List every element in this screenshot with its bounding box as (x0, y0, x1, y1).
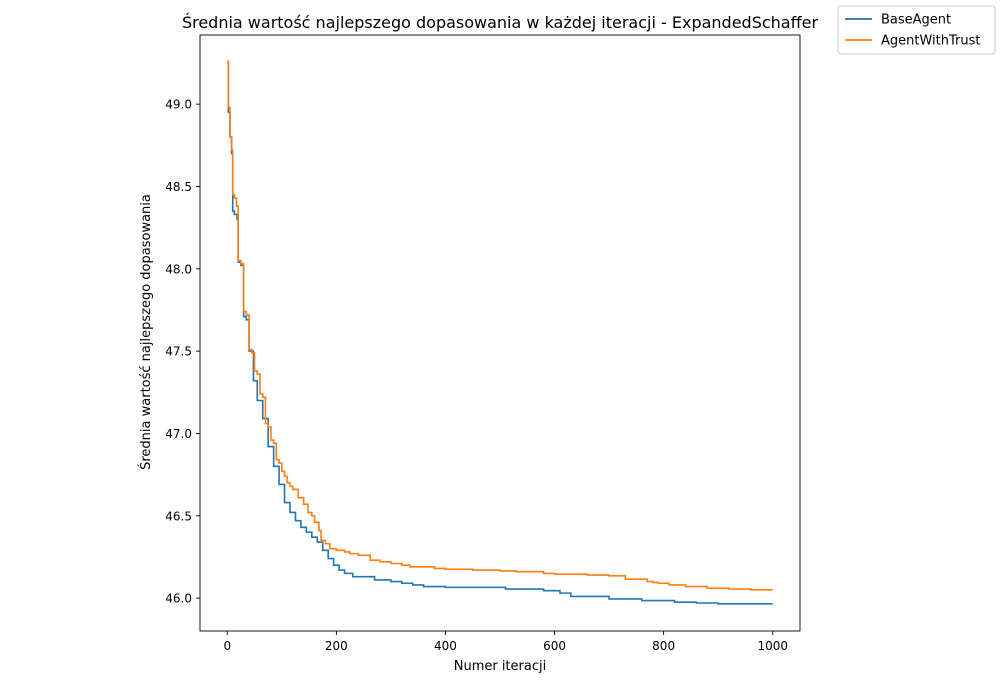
legend-label-baseagent: BaseAgent (881, 13, 951, 28)
y-tick-label: 46.5 (165, 509, 192, 523)
legend-box (837, 5, 996, 55)
chart-title: Średnia wartość najlepszego dopasowania … (182, 13, 819, 32)
series-line-baseagent (227, 62, 773, 605)
y-axis-label: Średnia wartość najlepszego dopasowania (138, 194, 154, 470)
x-tick-label: 200 (325, 639, 348, 653)
y-tick-label: 49.0 (165, 98, 192, 112)
x-tick-label: 400 (434, 639, 457, 653)
x-tick-label: 600 (543, 639, 566, 653)
legend-label-agentwithtrust: AgentWithTrust (881, 34, 980, 49)
y-tick-label: 47.5 (165, 345, 192, 359)
legend: BaseAgent AgentWithTrust (837, 5, 996, 55)
x-tick-label: 800 (652, 639, 675, 653)
x-tick-label: 1000 (757, 639, 788, 653)
x-tick-label: 0 (223, 639, 231, 653)
series-line-agentwithtrust (227, 60, 773, 591)
y-tick-label: 48.0 (165, 262, 192, 276)
x-axis-label: Numer iteracji (454, 659, 547, 674)
y-tick-label: 46.0 (165, 592, 192, 606)
y-tick-label: 47.0 (165, 427, 192, 441)
y-tick-label: 48.5 (165, 180, 192, 194)
plot-area: 0 200 400 600 800 1000 46.0 46.5 47.0 47.5 48.0 48.… (165, 34, 801, 653)
plot-frame (199, 34, 801, 632)
